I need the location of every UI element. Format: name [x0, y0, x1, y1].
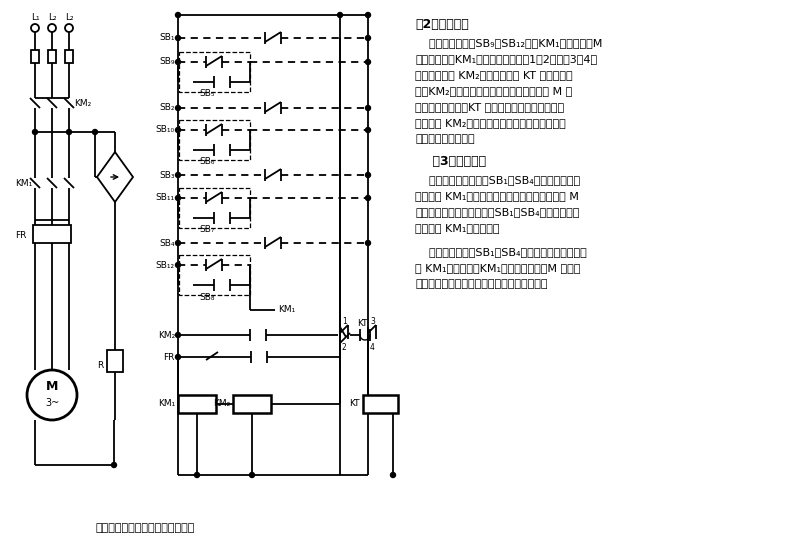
- Circle shape: [250, 472, 255, 478]
- Circle shape: [176, 173, 180, 177]
- Text: 松开点动按钮（SB₁～SB₄），其常开触点断开，: 松开点动按钮（SB₁～SB₄），其常开触点断开，: [415, 247, 587, 257]
- Text: 多点控制电动机点动制动控制电路: 多点控制电动机点动制动控制电路: [95, 523, 195, 533]
- Text: 3~: 3~: [45, 398, 59, 408]
- Text: SB₅: SB₅: [200, 90, 215, 98]
- Text: SB₄: SB₄: [160, 239, 175, 247]
- Text: 3: 3: [370, 317, 375, 325]
- Text: FR: FR: [16, 230, 27, 240]
- Circle shape: [176, 35, 180, 40]
- Circle shape: [176, 13, 180, 17]
- Circle shape: [176, 333, 180, 337]
- Text: 按下停止按钮（SB₉～SB₁₂），KM₁失电释放，M: 按下停止按钮（SB₉～SB₁₂），KM₁失电释放，M: [415, 38, 602, 48]
- Text: 断开，使 KM₂失电，其主触点断开，切断直流电: 断开，使 KM₂失电，其主触点断开，切断直流电: [415, 118, 566, 128]
- Text: R: R: [97, 360, 103, 370]
- Bar: [363, 395, 398, 413]
- Bar: [179, 52, 250, 92]
- Text: 闭合，使 KM₁得电吸合，其主触点闭合，电动机 M: 闭合，使 KM₁得电吸合，其主触点闭合，电动机 M: [415, 191, 579, 201]
- Circle shape: [176, 263, 180, 268]
- Circle shape: [176, 240, 180, 246]
- Text: L₂: L₂: [48, 13, 57, 21]
- Text: SB₇: SB₇: [200, 225, 215, 234]
- Circle shape: [365, 128, 370, 133]
- Text: SB₈: SB₈: [200, 293, 215, 301]
- Circle shape: [176, 354, 180, 359]
- Bar: [33, 225, 71, 243]
- Text: 断开，使 KM₁不能自锁。: 断开，使 KM₁不能自锁。: [415, 223, 500, 233]
- Text: 与电源脱离；KM₁的常闭辅助触点（1－2），（3－4）: 与电源脱离；KM₁的常闭辅助触点（1－2），（3－4）: [415, 54, 597, 64]
- Text: L₁: L₁: [30, 13, 39, 21]
- Bar: [178, 395, 216, 413]
- Text: KT: KT: [357, 318, 367, 328]
- Text: （2）停止控制: （2）停止控制: [415, 18, 468, 31]
- Circle shape: [390, 472, 396, 478]
- Text: 源，完成制动过程。: 源，完成制动过程。: [415, 134, 475, 144]
- Bar: [65, 50, 73, 63]
- Text: KM₁: KM₁: [15, 179, 32, 187]
- Circle shape: [112, 462, 117, 467]
- Bar: [179, 188, 250, 228]
- Circle shape: [176, 195, 180, 200]
- Circle shape: [33, 129, 38, 134]
- Text: KM₁: KM₁: [278, 306, 295, 314]
- Bar: [107, 350, 123, 372]
- Bar: [179, 120, 250, 160]
- Text: （3）点动制动: （3）点动制动: [415, 155, 486, 168]
- Circle shape: [365, 13, 370, 17]
- Text: SB₂: SB₂: [160, 104, 175, 112]
- Circle shape: [176, 128, 180, 133]
- Text: 合。KM₂主触点闭合，直流电流流入电动机 M 定: 合。KM₂主触点闭合，直流电流流入电动机 M 定: [415, 86, 572, 96]
- Circle shape: [365, 173, 370, 177]
- Text: 按下复合点动按钮（SB₁～SB₄），其常开触点: 按下复合点动按钮（SB₁～SB₄），其常开触点: [415, 175, 580, 185]
- Circle shape: [66, 129, 72, 134]
- Bar: [233, 395, 271, 413]
- Text: SB₁₂: SB₁₂: [156, 260, 175, 270]
- Text: KT: KT: [350, 400, 360, 408]
- Circle shape: [365, 60, 370, 64]
- Text: SB₁₁: SB₁₁: [156, 193, 175, 203]
- Bar: [31, 50, 39, 63]
- Text: SB₁₀: SB₁₀: [156, 126, 175, 134]
- Text: M: M: [45, 381, 58, 394]
- Text: KM₂: KM₂: [74, 99, 91, 109]
- Text: SB₃: SB₃: [160, 170, 175, 180]
- Text: 子绕组进行制动；KT 经延时后，其延时常闭触点: 子绕组进行制动；KT 经延时后，其延时常闭触点: [415, 102, 564, 112]
- Text: 4: 4: [370, 343, 375, 353]
- Text: SB₁: SB₁: [160, 33, 175, 43]
- Text: KM₂: KM₂: [158, 330, 175, 340]
- Circle shape: [176, 60, 180, 64]
- Text: 1: 1: [342, 317, 347, 325]
- Circle shape: [365, 105, 370, 110]
- Circle shape: [365, 195, 370, 200]
- Circle shape: [365, 240, 370, 246]
- Circle shape: [93, 129, 97, 134]
- Text: KM₁: KM₁: [158, 400, 175, 408]
- Circle shape: [365, 35, 370, 40]
- Bar: [179, 255, 250, 295]
- Text: 使 KM₁失电释放，KM₁的主触点断开，M 脱离电: 使 KM₁失电释放，KM₁的主触点断开，M 脱离电: [415, 263, 580, 273]
- Circle shape: [338, 13, 342, 17]
- Text: KM₂: KM₂: [213, 400, 230, 408]
- Text: 源，制动过程与停止控制中的制动过程一样。: 源，制动过程与停止控制中的制动过程一样。: [415, 279, 547, 289]
- Text: 闭合，接触器 KM₂和时间继电器 KT 同时得电吸: 闭合，接触器 KM₂和时间继电器 KT 同时得电吸: [415, 70, 573, 80]
- Text: FR: FR: [164, 353, 175, 361]
- Circle shape: [195, 472, 200, 478]
- Text: L₂: L₂: [65, 13, 73, 21]
- Bar: [48, 50, 56, 63]
- Circle shape: [176, 105, 180, 110]
- Text: 得电启动；复合点动按钮（SB₁～SB₄）的常闭触点: 得电启动；复合点动按钮（SB₁～SB₄）的常闭触点: [415, 207, 579, 217]
- Text: SB₆: SB₆: [200, 157, 215, 167]
- Text: 2: 2: [342, 343, 347, 353]
- Text: SB₉: SB₉: [160, 57, 175, 67]
